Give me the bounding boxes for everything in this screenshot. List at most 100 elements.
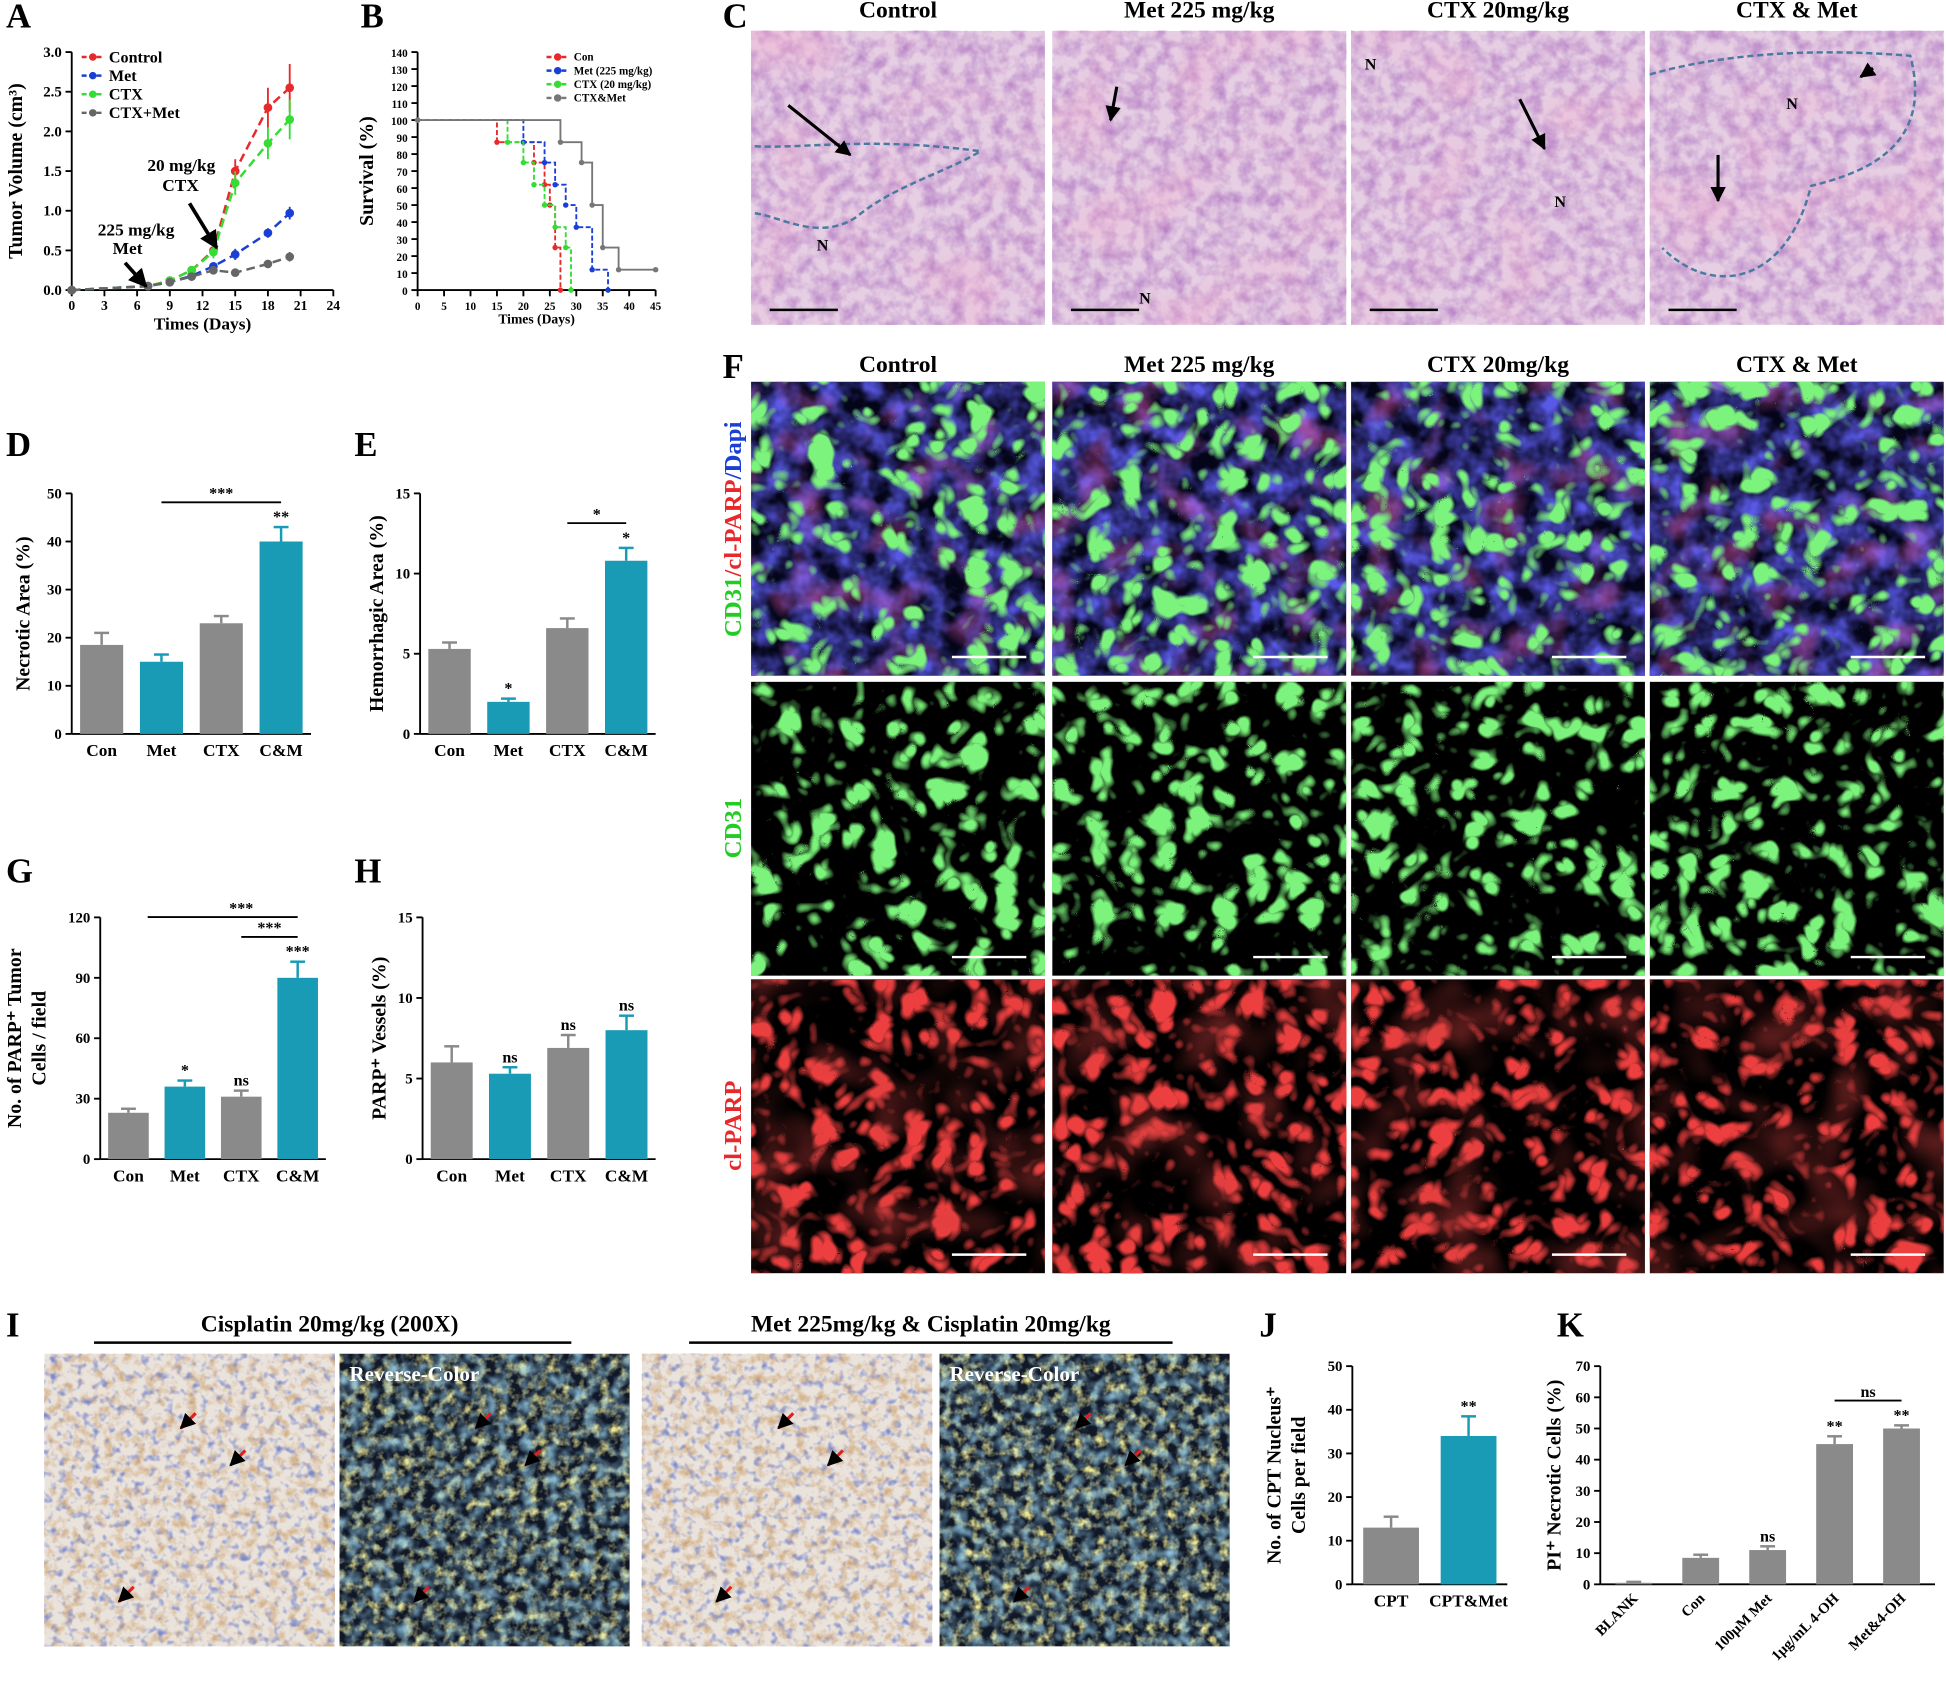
data-point: [285, 208, 295, 218]
y-tick-label: 0: [83, 1152, 90, 1168]
data-point: [600, 244, 606, 251]
arrow: [787, 104, 852, 157]
panel-letter: K: [1557, 1305, 1584, 1344]
y-tick-label: 0.0: [43, 283, 62, 299]
panel-letter: H: [354, 852, 381, 891]
data-point: [263, 259, 273, 269]
micrograph-texture: [939, 1353, 1230, 1647]
data-point: [263, 228, 273, 238]
necrosis-outline: [1649, 51, 1917, 278]
y-tick-label: 0: [403, 727, 410, 743]
significance-label: *: [622, 530, 630, 547]
y-tick-label: 120: [391, 82, 408, 94]
panel-letter: D: [6, 425, 31, 464]
arrow: [229, 1449, 247, 1467]
series-line: [71, 118, 291, 292]
panel-letter: E: [354, 425, 377, 464]
data-point: [187, 272, 196, 281]
y-tick-label: 10: [398, 991, 413, 1007]
bar: [546, 628, 589, 734]
x-tick-label: C&M: [605, 741, 648, 760]
y-tick-label: 10: [397, 269, 409, 281]
y-tick-label: 0: [405, 1152, 412, 1168]
bar: [1682, 1557, 1720, 1585]
micrograph-texture: [339, 1353, 630, 1647]
annotation: 225 mg/kg: [98, 221, 175, 240]
arrow: [179, 1412, 197, 1430]
data-point: [494, 139, 500, 145]
data-point: [285, 252, 295, 262]
bar: [199, 623, 243, 734]
y-tick-label: 90: [397, 133, 409, 145]
x-tick-label: 5: [441, 301, 447, 313]
arrow: [1518, 98, 1546, 151]
data-point: [562, 244, 569, 251]
significance-label: ns: [561, 1017, 576, 1034]
data-point: [209, 247, 218, 257]
bar: [1363, 1527, 1419, 1585]
row-label-part: CD31: [720, 577, 747, 638]
data-point: [557, 287, 564, 293]
data-point: [187, 265, 196, 275]
data-point: [573, 224, 580, 230]
legend-label: CTX&Met: [574, 93, 626, 105]
arrow: [715, 1585, 733, 1603]
bar: [1883, 1428, 1920, 1585]
legend-label: CTX (20 mg/kg): [574, 79, 652, 91]
y-tick-label: 130: [391, 65, 408, 77]
data-point: [531, 181, 537, 188]
data-point: [541, 159, 548, 166]
y-axis-label: Necrotic Area (%): [13, 536, 35, 691]
legend-label: Met (225 mg/kg): [574, 65, 653, 77]
x-tick-label: CPT&Met: [1429, 1592, 1508, 1611]
column-title: CTX 20mg/kg: [1427, 352, 1569, 378]
x-tick-label: 20: [518, 301, 530, 313]
y-axis-label: Survival (%): [356, 116, 378, 226]
image-overlay-label: Reverse-Color: [349, 1362, 479, 1386]
x-tick-label: 21: [294, 298, 308, 313]
x-tick-label: Con: [1678, 1590, 1709, 1621]
survival-curve: [417, 119, 562, 291]
legend-marker: [89, 71, 97, 80]
y-tick-label: 30: [397, 235, 409, 247]
y-tick-label: 50: [47, 486, 62, 502]
y-tick-label: 0: [1583, 1577, 1590, 1593]
data-point: [520, 159, 527, 166]
x-tick-label: Con: [434, 741, 465, 760]
bar: [428, 648, 471, 734]
micrograph-texture: [1351, 30, 1645, 325]
arrow: [474, 1412, 492, 1430]
x-tick-label: CTX: [223, 1166, 260, 1185]
arrow: [826, 1449, 844, 1467]
data-point: [589, 266, 595, 273]
column-title: CTX & Met: [1736, 0, 1858, 23]
data-point: [230, 178, 240, 188]
y-axis-label: Cells / field: [29, 991, 51, 1086]
x-tick-label: 15: [228, 298, 242, 313]
survival-curve: [417, 119, 656, 271]
x-tick-label: CTX: [549, 741, 586, 760]
arrow: [412, 1585, 430, 1603]
x-tick-label: 6: [134, 298, 141, 313]
data-point: [230, 250, 240, 259]
arrow: [1124, 1449, 1142, 1467]
significance-label: ***: [229, 900, 253, 917]
micrograph-texture: [751, 979, 1045, 1274]
x-tick-label: CTX: [203, 741, 240, 760]
image-overlay-label: Reverse-Color: [949, 1362, 1079, 1386]
y-tick-label: 10: [1328, 1534, 1343, 1550]
legend-marker: [553, 94, 562, 102]
data-point: [414, 117, 421, 123]
panel-letter: G: [6, 852, 33, 891]
x-tick-label: Met: [495, 1166, 525, 1185]
micrograph-texture: [1649, 681, 1944, 976]
x-tick-label: Con: [86, 741, 117, 760]
column-title: CTX 20mg/kg: [1427, 0, 1569, 23]
panel-letter: J: [1259, 1305, 1276, 1344]
y-tick-label: 80: [397, 150, 409, 162]
column-title: Met 225 mg/kg: [1124, 352, 1275, 378]
legend-label: CTX: [109, 87, 143, 104]
x-tick-label: CPT: [1374, 1592, 1409, 1611]
